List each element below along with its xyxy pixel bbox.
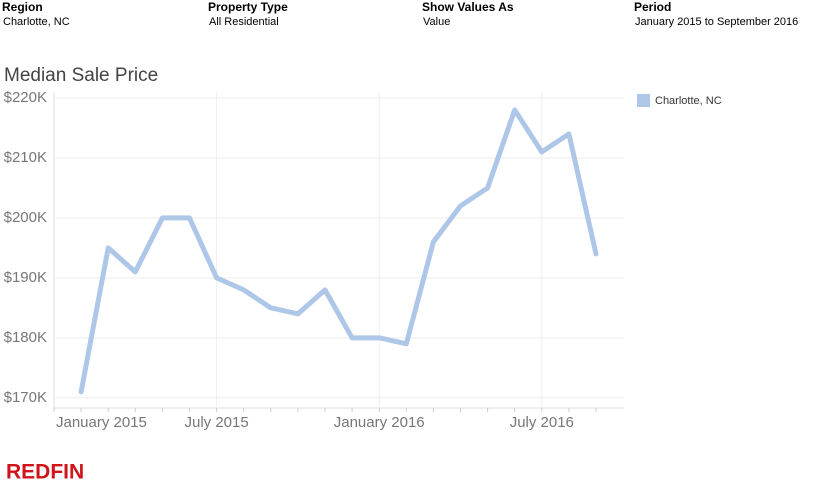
y-tick-label: $200K xyxy=(4,209,47,226)
legend-swatch xyxy=(637,94,650,107)
filter-value: All Residential xyxy=(209,16,279,28)
y-tick-label: $210K xyxy=(4,149,47,166)
chart-title: Median Sale Price xyxy=(4,65,158,86)
filter-value: Charlotte, NC xyxy=(3,16,70,28)
logo: REDFIN xyxy=(6,461,84,484)
filter-value: Value xyxy=(423,16,450,28)
filter-label: Period xyxy=(634,0,671,14)
y-tick-label: $190K xyxy=(4,269,47,286)
filter-label: Show Values As xyxy=(422,0,514,14)
filter-label: Property Type xyxy=(208,0,288,14)
filter-label: Region xyxy=(2,0,43,14)
x-tick-label: July 2015 xyxy=(184,414,248,431)
x-tick-label: July 2016 xyxy=(510,414,574,431)
y-tick-label: $180K xyxy=(4,329,47,346)
x-tick-label: January 2015 xyxy=(56,414,147,431)
filter-value: January 2015 to September 2016 xyxy=(635,16,798,28)
line xyxy=(78,107,599,395)
y-tick-label: $220K xyxy=(4,89,47,106)
legend-label: Charlotte, NC xyxy=(655,95,722,107)
x-tick-label: January 2016 xyxy=(334,414,425,431)
y-tick-label: $170K xyxy=(4,389,47,406)
